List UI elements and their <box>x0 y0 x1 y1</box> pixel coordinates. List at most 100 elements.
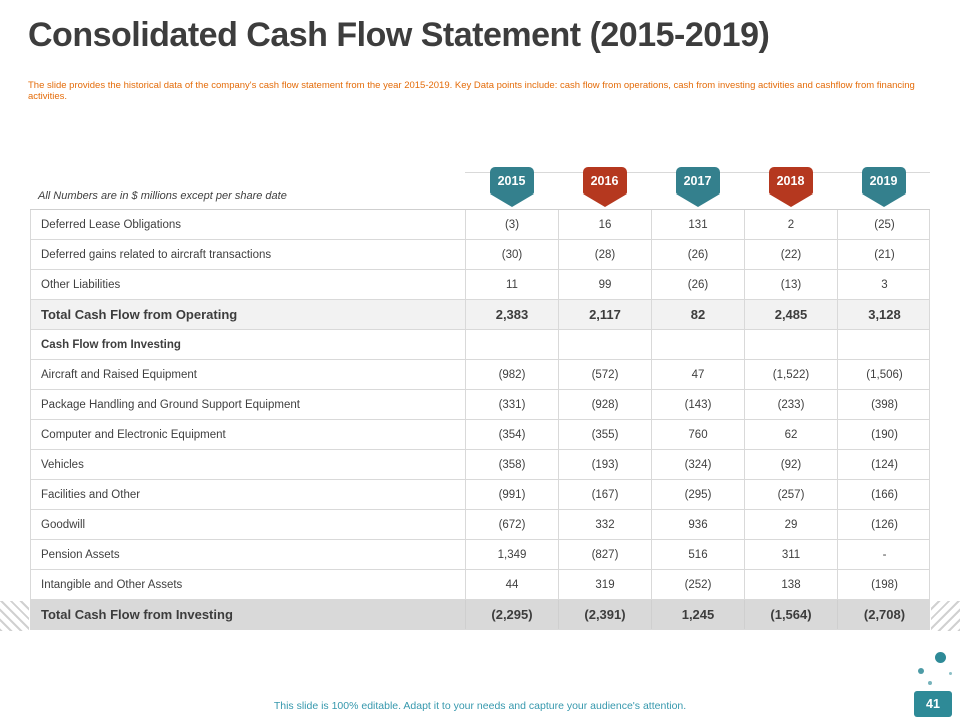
page-number-badge: 41 <box>914 691 952 717</box>
row-value: (198) <box>871 578 898 591</box>
table-row: Deferred gains related to aircraft trans… <box>30 240 930 270</box>
row-value: 1,349 <box>466 540 559 569</box>
row-value: (3) <box>466 210 559 239</box>
year-header-cell: 2015 <box>465 166 558 209</box>
row-label: Package Handling and Ground Support Equi… <box>31 390 466 419</box>
row-label: Computer and Electronic Equipment <box>31 420 466 449</box>
row-value: (1,564) <box>745 600 838 629</box>
row-value: (398) <box>871 398 898 411</box>
row-label: Other Liabilities <box>31 270 466 299</box>
slide-subtitle: The slide provides the historical data o… <box>28 80 915 102</box>
row-value: (30) <box>466 240 559 269</box>
row-value: (166) <box>871 488 898 501</box>
table-body: Deferred Lease Obligations (3) 16 131 2 (25) D… <box>30 210 930 630</box>
row-value: (1,522) <box>745 360 838 389</box>
year-badge-2018: 2018 <box>768 167 813 207</box>
row-value: (124) <box>871 458 898 471</box>
row-value: (331) <box>466 390 559 419</box>
row-value <box>652 330 745 359</box>
row-value: 2,117 <box>559 300 652 329</box>
row-value: (2,708) <box>863 607 906 622</box>
row-value: (2,295) <box>466 600 559 629</box>
row-label: Aircraft and Raised Equipment <box>31 360 466 389</box>
decorative-dot <box>935 652 946 663</box>
table-row: Aircraft and Raised Equipment (982) (572) 4… <box>30 360 930 390</box>
table-note-cell: All Numbers are in $ millions except per… <box>30 166 465 209</box>
row-value: 3 <box>881 278 888 291</box>
row-value: (324) <box>652 450 745 479</box>
row-value: (991) <box>466 480 559 509</box>
row-value <box>745 330 838 359</box>
row-value: 47 <box>652 360 745 389</box>
row-value: 2,485 <box>745 300 838 329</box>
table-row: Pension Assets 1,349 (827) 516 311 - <box>30 540 930 570</box>
row-label: Total Cash Flow from Operating <box>31 300 466 329</box>
year-badge-2015: 2015 <box>489 167 534 207</box>
year-header-cell: 2018 <box>744 166 837 209</box>
year-badge-2017: 2017 <box>675 167 720 207</box>
slide-title: Consolidated Cash Flow Statement (2015-2… <box>28 16 770 54</box>
decorative-dot <box>949 672 952 675</box>
zigzag-decoration-right <box>931 601 960 631</box>
row-value: (355) <box>559 420 652 449</box>
table-row: Computer and Electronic Equipment (354) (3… <box>30 420 930 450</box>
row-value: 11 <box>466 270 559 299</box>
row-value: 2,383 <box>466 300 559 329</box>
row-value: (26) <box>652 240 745 269</box>
row-value: 29 <box>745 510 838 539</box>
row-label: Pension Assets <box>31 540 466 569</box>
row-value: (233) <box>745 390 838 419</box>
row-value: 138 <box>745 570 838 599</box>
decorative-dot <box>928 681 932 685</box>
table-row: Goodwill (672) 332 936 29 (126) <box>30 510 930 540</box>
row-value: 2 <box>745 210 838 239</box>
year-header-cell: 2016 <box>558 166 651 209</box>
row-value: (1,506) <box>866 368 903 381</box>
row-value: (13) <box>745 270 838 299</box>
table-row: Package Handling and Ground Support Equi… <box>30 390 930 420</box>
row-value: - <box>882 548 887 561</box>
row-value: 62 <box>745 420 838 449</box>
table-row: Cash Flow from Investing <box>30 330 930 360</box>
table-row: Vehicles (358) (193) (324) (92) (124) <box>30 450 930 480</box>
row-value: (2,391) <box>559 600 652 629</box>
row-label: Deferred Lease Obligations <box>31 210 466 239</box>
row-value: (25) <box>874 218 895 231</box>
row-value: (28) <box>559 240 652 269</box>
row-value: (22) <box>745 240 838 269</box>
row-value: 3,128 <box>868 307 901 322</box>
row-value: 44 <box>466 570 559 599</box>
row-label: Facilities and Other <box>31 480 466 509</box>
zigzag-decoration-left <box>0 601 29 631</box>
row-value: 16 <box>559 210 652 239</box>
table-row: Intangible and Other Assets 44 319 (252) 138… <box>30 570 930 600</box>
row-value: (672) <box>466 510 559 539</box>
year-header: 2015 2016 2017 2018 2019 <box>465 166 930 209</box>
decorative-dot <box>918 668 924 674</box>
row-value: (827) <box>559 540 652 569</box>
row-value: (295) <box>652 480 745 509</box>
row-value: (143) <box>652 390 745 419</box>
year-header-cell: 2019 <box>837 166 930 209</box>
row-value: (190) <box>871 428 898 441</box>
row-value: (982) <box>466 360 559 389</box>
row-value: (167) <box>559 480 652 509</box>
row-value: 99 <box>559 270 652 299</box>
cash-flow-table: All Numbers are in $ millions except per… <box>30 166 930 630</box>
row-value: (21) <box>874 248 895 261</box>
row-value <box>838 330 931 359</box>
table-note: All Numbers are in $ millions except per… <box>38 190 287 202</box>
footer-note: This slide is 100% editable. Adapt it to… <box>273 700 687 712</box>
row-value: 1,245 <box>652 600 745 629</box>
row-label: Cash Flow from Investing <box>31 330 466 359</box>
row-value: (126) <box>871 518 898 531</box>
row-value <box>466 330 559 359</box>
table-row: Facilities and Other (991) (167) (295) (257)… <box>30 480 930 510</box>
row-value: (193) <box>559 450 652 479</box>
year-badge-2016: 2016 <box>582 167 627 207</box>
table-header-row: All Numbers are in $ millions except per… <box>30 166 930 210</box>
row-label: Deferred gains related to aircraft trans… <box>31 240 466 269</box>
table-row: Total Cash Flow from Investing (2,295) (2,… <box>30 600 930 630</box>
row-label: Total Cash Flow from Investing <box>31 600 466 629</box>
